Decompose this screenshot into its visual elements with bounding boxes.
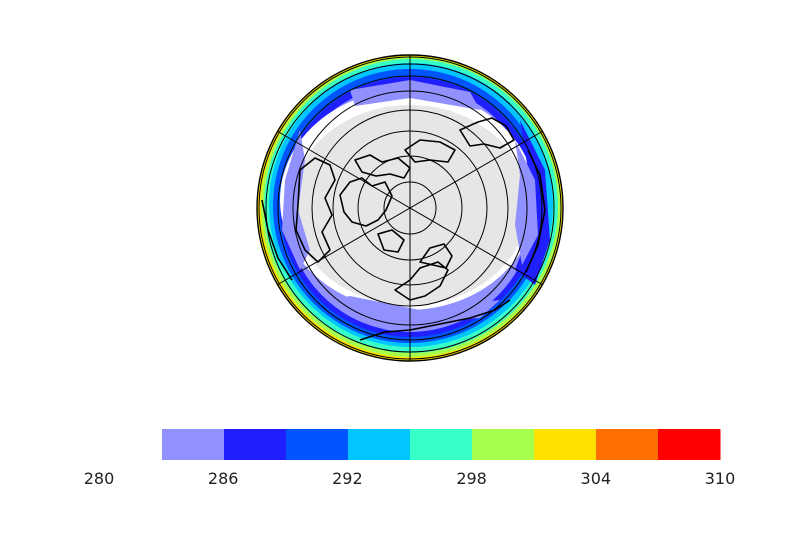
band-lobe-north [350,80,480,110]
colorbar-bins [162,429,721,460]
globe-outline [256,54,564,362]
colorbar-bin-307-310 [658,429,721,460]
colorbar-tick-label-292: 292 [332,469,363,488]
colorbar-tick-label-286: 286 [208,469,239,488]
colorbar-bin-304-307 [596,429,659,460]
coast-europe [394,261,449,301]
colorbar-bin-289-292 [286,429,349,460]
band-lobe-west [282,130,310,270]
colorbar-ticks: 280 286 292 298 304 310 [84,469,736,488]
colorbar-bin-283-286 [162,429,225,460]
coast-west-rim [261,199,293,281]
colorbar-bin-286-289 [224,429,287,460]
colorbar-bin-292-295 [348,429,411,460]
colorbar-tick-label-304: 304 [581,469,612,488]
coast-arctic-islands [354,154,411,179]
globe [256,54,564,362]
colorbar-bin-295-298 [410,429,473,460]
band-lobe-south [330,296,500,322]
colorbar-tick-label-298: 298 [456,469,487,488]
colorbar: 280 286 292 298 304 310 [84,429,736,488]
coast-north-america [295,157,336,263]
coast-east-rim [525,149,546,273]
coast-svalbard [377,229,405,253]
colorbar-tick-label-280: 280 [84,469,115,488]
coast-scandinavia [419,243,453,269]
coast-russia-north [404,139,456,163]
colorbar-bin-298-301 [472,429,535,460]
colorbar-tick-label-310: 310 [705,469,736,488]
colorbar-bin-301-304 [534,429,597,460]
coast-siberia [459,117,515,149]
coast-southern-rim [359,299,511,341]
coastlines [261,117,546,341]
coast-greenland [339,177,393,227]
